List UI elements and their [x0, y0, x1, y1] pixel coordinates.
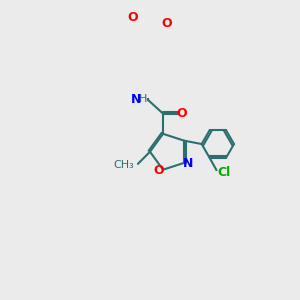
Text: N: N — [183, 157, 194, 170]
Text: O: O — [177, 107, 187, 120]
Text: O: O — [154, 164, 164, 177]
Text: H: H — [139, 94, 147, 104]
Text: O: O — [162, 17, 172, 31]
Text: N: N — [131, 93, 142, 106]
Text: Cl: Cl — [218, 166, 231, 179]
Text: O: O — [128, 11, 138, 24]
Text: CH₃: CH₃ — [114, 160, 134, 170]
